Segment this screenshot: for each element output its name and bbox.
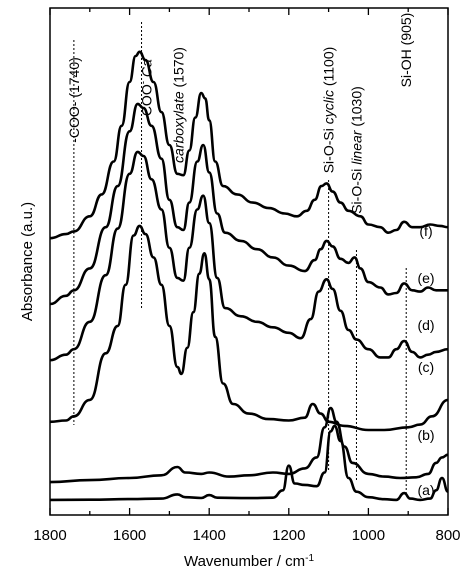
- annotation-carboxylate: carboxylate (1570): [170, 47, 186, 163]
- spectrum-line-b: [49, 406, 449, 484]
- x-tick-label-1400: 1400: [193, 527, 226, 544]
- annotation-cyclic-text: Si-O-Si: [321, 124, 337, 173]
- annotation-coo-ca-text: -COO: [139, 84, 155, 121]
- trace-label-f: (f): [419, 223, 432, 239]
- spectrum-line-d: [49, 150, 449, 362]
- annotation-carboxylate-suffix: (1570): [170, 47, 186, 91]
- x-axis-title-superscript: -1: [305, 553, 314, 564]
- trace-label-b: (b): [417, 427, 434, 443]
- x-tick-label-1800: 1800: [33, 527, 66, 544]
- x-axis-title-text: Wavenumber / cm: [184, 553, 305, 570]
- annotation-linear-italic: linear: [348, 129, 364, 165]
- spectra-trace-labels: (a) (b) (c) (d) (e) (f): [417, 223, 434, 498]
- spectra-traces: [49, 50, 449, 502]
- trace-label-d: (d): [417, 317, 434, 333]
- annotation-si-o-si-linear: Si-O-Si linear (1030): [348, 86, 364, 214]
- x-tick-label-800: 800: [435, 527, 460, 544]
- annotation-cyclic-suffix: (1100): [321, 47, 337, 90]
- x-tick-label-1600: 1600: [113, 527, 146, 544]
- annotation-coo-ca-italic: Ca: [139, 59, 155, 81]
- peak-annotations: -COO- (1740) -COO- Ca carboxylate (1570)…: [66, 13, 414, 214]
- annotation-coo-1740: -COO- (1740): [66, 57, 82, 143]
- x-axis-ticks: [49, 8, 449, 515]
- trace-label-e: (e): [417, 270, 434, 286]
- x-tick-label-1000: 1000: [352, 527, 385, 544]
- annotation-coo-ca: -COO- Ca: [138, 59, 155, 121]
- spectrum-line-e: [49, 102, 448, 306]
- x-axis-tick-labels: 1800 1600 1400 1200 1000 800: [33, 527, 460, 544]
- trace-label-c: (c): [418, 359, 434, 375]
- annotation-si-o-si-cyclic: Si-O-Si cyclic (1100): [321, 47, 337, 174]
- spectrum-line-a: [49, 424, 449, 502]
- trace-label-a: (a): [417, 482, 434, 498]
- annotation-coo-ca-superscript: -: [138, 81, 149, 84]
- x-tick-label-1200: 1200: [272, 527, 305, 544]
- y-axis-title: Absorbance (a.u.): [19, 202, 36, 321]
- annotation-linear-suffix: (1030): [348, 86, 364, 130]
- annotation-si-oh: Si-OH (905): [398, 13, 414, 88]
- annotation-cyclic-italic: cyclic: [321, 90, 337, 124]
- annotation-linear-text: Si-O-Si: [348, 165, 364, 214]
- x-axis-title: Wavenumber / cm-1: [184, 553, 314, 571]
- annotation-carboxylate-italic: carboxylate: [170, 91, 186, 163]
- spectrum-line-f: [49, 50, 449, 240]
- spectrum-line-c: [49, 224, 449, 432]
